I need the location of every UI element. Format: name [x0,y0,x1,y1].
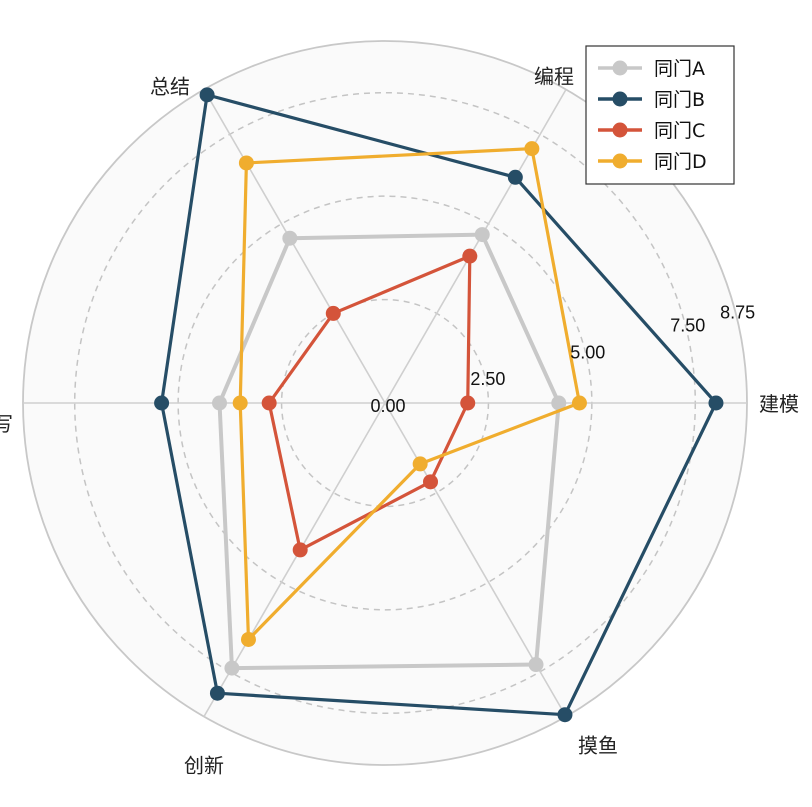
axis-label: 编程 [534,64,574,88]
series-point [462,248,478,264]
series-group [261,248,478,558]
legend-entry: 同门D [654,151,707,173]
radial-tick-label: 7.50 [670,316,705,336]
series-point [212,395,228,411]
radar-grid [22,40,748,766]
radar-spoke [203,89,386,404]
radial-tick-label: 5.00 [570,342,605,362]
series-point [238,155,254,171]
series-point [557,707,573,723]
legend-entry: 同门A [654,58,705,80]
axis-label: 建模 [759,392,799,416]
axis-label: 创新 [184,754,224,778]
legend-entry: 同门C [654,120,705,142]
radial-tick-label: 2.50 [470,369,505,389]
series-point [232,395,248,411]
series-point [551,395,567,411]
series-point [460,395,476,411]
radial-tick-label: 8.75 [720,302,755,322]
axis-label: 撰写 [0,412,13,436]
series-group [154,87,724,723]
series-group [212,227,567,676]
axis-label: 总结 [150,74,190,98]
series-group [232,141,587,647]
series-point [261,395,277,411]
legend-entry: 同门B [654,89,705,111]
legend-swatch-marker [612,153,628,169]
series-point [423,474,439,490]
series-point [154,395,170,411]
series-point [325,305,341,321]
series-point [524,141,540,157]
legend: 同门A 同门B 同门C 同门D [585,45,735,185]
series-point [412,456,428,472]
series-point [507,169,523,185]
radial-tick-label: 0.00 [370,396,405,416]
legend-swatch-marker [612,122,628,138]
series-point [292,542,308,558]
legend-swatch-marker [612,60,628,76]
series-point [528,657,544,673]
axis-label: 摸鱼 [578,734,618,758]
radar-spoke [384,89,567,404]
series-point [199,87,215,103]
series-point [282,230,298,246]
radar-labels: 0.00 2.50 5.00 7.50 8.75 建模 编程 总结撰写创新 摸鱼 [0,64,799,777]
series-point [474,227,490,243]
series-point [571,395,587,411]
radar-series [154,87,724,723]
series-point [209,685,225,701]
series-point [240,631,256,647]
legend-swatch-marker [612,91,628,107]
series-point [708,395,724,411]
series-point [224,660,240,676]
